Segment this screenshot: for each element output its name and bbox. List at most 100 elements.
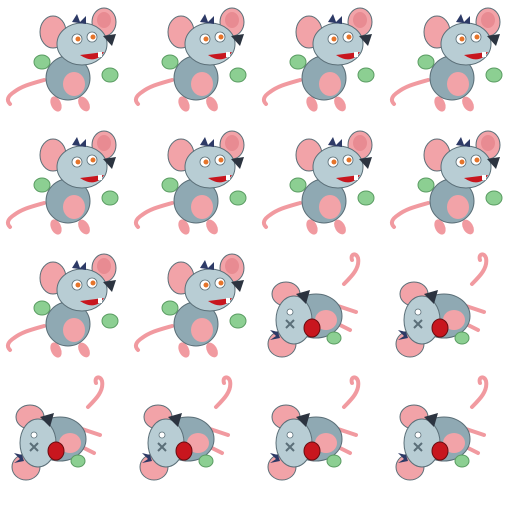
left-pupil xyxy=(331,159,337,165)
tail xyxy=(389,201,430,229)
left-pupil xyxy=(331,36,337,42)
right-hand xyxy=(485,190,503,206)
belly xyxy=(447,72,469,96)
right-pupil xyxy=(474,34,480,40)
belly xyxy=(315,433,337,453)
tail xyxy=(133,78,174,106)
head xyxy=(184,145,236,189)
right-foot xyxy=(334,219,346,235)
eye xyxy=(30,431,38,439)
right-hand xyxy=(101,313,119,329)
leg-upper xyxy=(336,427,358,437)
eye xyxy=(414,431,422,439)
right-foot xyxy=(78,342,90,358)
hair-tuft xyxy=(72,14,86,24)
right-hand xyxy=(357,67,375,83)
head xyxy=(184,22,236,66)
belly xyxy=(191,318,213,342)
nose xyxy=(296,290,310,304)
sprite-frame xyxy=(128,246,256,369)
sprite-frame xyxy=(0,246,128,369)
nose xyxy=(168,413,182,427)
hair-tuft xyxy=(200,137,214,147)
rat-standing xyxy=(133,253,247,358)
sprite-frame xyxy=(384,0,512,123)
hair-tuft xyxy=(200,260,214,270)
hand xyxy=(326,454,342,468)
hair-tuft xyxy=(72,260,86,270)
sprite-frame-art xyxy=(133,7,247,112)
left-pupil xyxy=(75,159,81,165)
hand xyxy=(454,454,470,468)
left-foot xyxy=(306,219,318,235)
right-pupil xyxy=(346,34,352,40)
left-foot xyxy=(434,219,446,235)
leg-upper xyxy=(80,427,102,437)
sprite-frame-art xyxy=(5,130,119,235)
nose xyxy=(103,157,116,169)
hair-tuft xyxy=(456,14,470,24)
rat-standing xyxy=(133,130,247,235)
sprite-frame-art xyxy=(389,7,503,112)
left-hand xyxy=(417,177,435,193)
right-pupil xyxy=(218,157,224,163)
head xyxy=(56,22,108,66)
sprite-frame-art xyxy=(389,130,503,235)
rat-knocked-out xyxy=(267,252,361,358)
sprite-frame xyxy=(256,0,384,123)
mouth xyxy=(303,441,321,461)
right-pupil xyxy=(346,157,352,163)
nose xyxy=(487,34,500,46)
left-hand xyxy=(289,54,307,70)
head xyxy=(312,22,364,66)
rat-standing xyxy=(389,130,503,235)
nose xyxy=(424,413,438,427)
sprite-frame xyxy=(128,0,256,123)
right-hand xyxy=(357,190,375,206)
eye xyxy=(158,431,166,439)
nose xyxy=(231,157,244,169)
tail xyxy=(470,252,489,286)
eye xyxy=(286,431,294,439)
left-hand xyxy=(161,54,179,70)
belly xyxy=(191,195,213,219)
nose xyxy=(424,290,438,304)
tooth xyxy=(226,175,230,180)
hair-tuft xyxy=(456,137,470,147)
head xyxy=(440,22,492,66)
right-ear-inner xyxy=(97,12,111,28)
tooth xyxy=(354,52,358,57)
left-pupil xyxy=(459,159,465,165)
mouth xyxy=(431,318,449,338)
right-hand xyxy=(229,313,247,329)
mouth xyxy=(47,441,65,461)
sprite-frame xyxy=(0,0,128,123)
hand xyxy=(70,454,86,468)
tail xyxy=(214,375,233,409)
right-pupil xyxy=(90,280,96,286)
rat-knocked-out xyxy=(395,375,489,481)
tooth xyxy=(226,52,230,57)
tooth xyxy=(98,298,102,303)
belly xyxy=(63,318,85,342)
belly xyxy=(443,310,465,330)
sprite-frame-art xyxy=(139,375,233,481)
tooth xyxy=(482,52,486,57)
nose xyxy=(359,157,372,169)
belly xyxy=(191,72,213,96)
x-eye xyxy=(29,442,39,452)
right-ear-inner xyxy=(481,12,495,28)
sprite-frame xyxy=(128,123,256,246)
sprite-frame-art xyxy=(11,375,105,481)
rat-knocked-out xyxy=(267,375,361,481)
nose xyxy=(296,413,310,427)
left-foot xyxy=(306,96,318,112)
left-pupil xyxy=(75,282,81,288)
rat-knocked-out xyxy=(11,375,105,481)
right-ear-inner xyxy=(225,258,239,274)
x-eye xyxy=(285,442,295,452)
sprite-frame-art xyxy=(133,253,247,358)
tooth xyxy=(226,298,230,303)
head xyxy=(184,268,236,312)
tail xyxy=(133,324,174,352)
